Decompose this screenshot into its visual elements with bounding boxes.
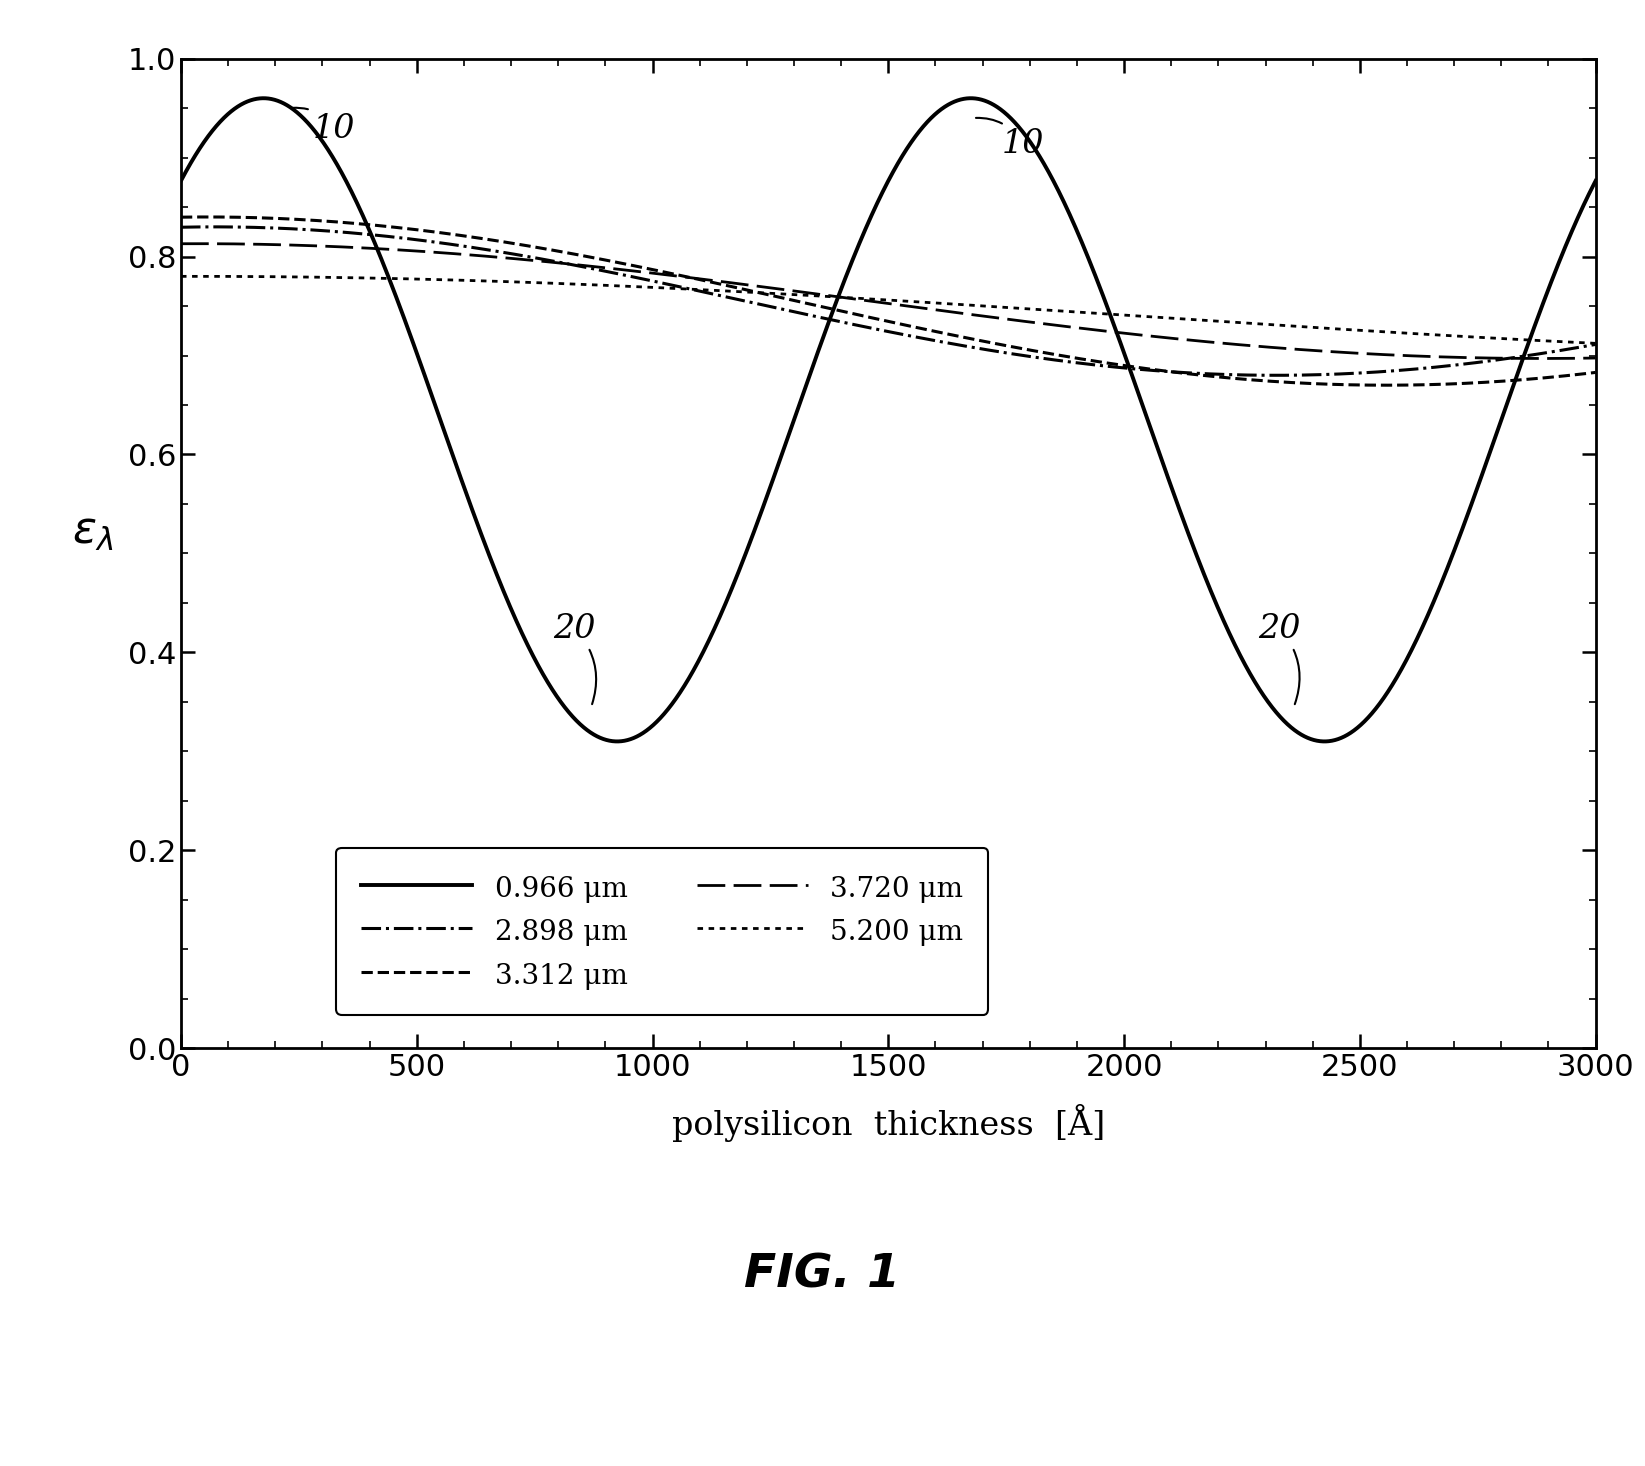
0.966 μm	[1586, 172, 1606, 189]
3.312 μm	[171, 208, 191, 226]
3.312 μm	[1334, 375, 1354, 393]
3.720 μm	[1091, 323, 1110, 340]
0.966 μm	[961, 89, 980, 107]
Text: 10: 10	[293, 108, 355, 145]
3.312 μm	[712, 276, 732, 293]
X-axis label: polysilicon  thickness  [Å]: polysilicon thickness [Å]	[671, 1104, 1105, 1142]
0.966 μm	[1091, 281, 1110, 299]
0.966 μm	[712, 604, 732, 622]
3.720 μm	[1531, 350, 1551, 368]
3.720 μm	[1020, 314, 1040, 331]
3.720 μm	[1586, 349, 1606, 366]
Text: 20: 20	[553, 613, 595, 704]
Line: 5.200 μm: 5.200 μm	[181, 277, 1596, 343]
3.720 μm	[712, 273, 732, 290]
0.966 μm	[428, 405, 447, 422]
Line: 3.312 μm: 3.312 μm	[181, 217, 1596, 386]
Text: 20: 20	[1258, 613, 1301, 704]
5.200 μm	[712, 281, 732, 299]
Legend: 0.966 μm, 2.898 μm, 3.312 μm, 3.720 μm, 5.200 μm: 0.966 μm, 2.898 μm, 3.312 μm, 3.720 μm, …	[336, 847, 989, 1014]
Text: 10: 10	[975, 117, 1045, 160]
Text: FIG. 1: FIG. 1	[745, 1253, 900, 1297]
3.720 μm	[188, 235, 207, 252]
3.312 μm	[1227, 369, 1247, 387]
2.898 μm	[1020, 347, 1040, 365]
3.720 μm	[171, 235, 191, 252]
3.720 μm	[1334, 343, 1354, 361]
3.312 μm	[1020, 342, 1040, 359]
0.966 μm	[1227, 641, 1247, 658]
3.312 μm	[428, 224, 447, 242]
2.898 μm	[1227, 366, 1247, 384]
Line: 0.966 μm: 0.966 μm	[181, 98, 1596, 742]
2.898 μm	[428, 233, 447, 251]
Line: 3.720 μm: 3.720 μm	[181, 243, 1596, 359]
5.200 μm	[1091, 305, 1110, 323]
3.312 μm	[1586, 364, 1606, 381]
Line: 2.898 μm: 2.898 μm	[181, 227, 1596, 375]
5.200 μm	[183, 268, 202, 286]
5.200 μm	[1586, 334, 1606, 352]
0.966 μm	[1334, 727, 1354, 745]
5.200 μm	[1334, 321, 1354, 339]
3.312 μm	[1091, 353, 1110, 371]
3.720 μm	[1227, 336, 1247, 353]
0.966 μm	[1314, 733, 1334, 751]
3.720 μm	[428, 243, 447, 261]
3.312 μm	[197, 208, 217, 226]
0.966 μm	[171, 172, 191, 189]
5.200 μm	[428, 271, 447, 289]
3.312 μm	[1377, 377, 1397, 394]
Y-axis label: $\varepsilon_\lambda$: $\varepsilon_\lambda$	[72, 510, 114, 554]
0.966 μm	[1020, 132, 1040, 150]
2.898 μm	[1091, 356, 1110, 374]
5.200 μm	[1020, 301, 1040, 318]
2.898 μm	[712, 287, 732, 305]
2.898 μm	[1334, 365, 1354, 383]
5.200 μm	[171, 268, 191, 286]
2.898 μm	[1267, 366, 1286, 384]
2.898 μm	[171, 218, 191, 236]
2.898 μm	[1586, 336, 1606, 353]
5.200 μm	[1227, 314, 1247, 331]
2.898 μm	[204, 218, 224, 236]
